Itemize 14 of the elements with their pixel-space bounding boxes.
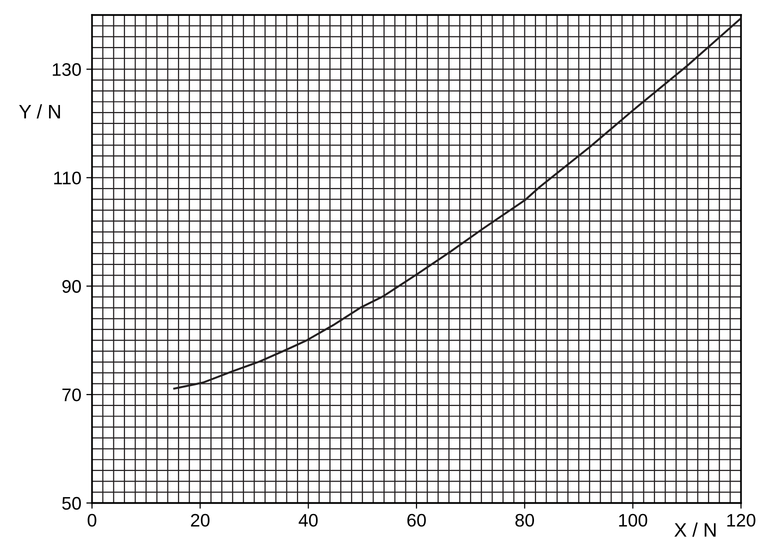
y-axis-title: Y / N [19, 104, 60, 119]
y-tick-label: 130 [52, 63, 81, 76]
x-tick-label: 60 [407, 514, 426, 527]
x-tick-label: 20 [191, 514, 210, 527]
y-tick-label: 110 [54, 172, 81, 184]
x-tick-label: 40 [298, 514, 318, 527]
x-tick-label: 80 [515, 514, 534, 527]
y-tick-label: 70 [62, 388, 81, 402]
x-tick-label: 100 [619, 514, 648, 527]
x-tick-label: 120 [727, 514, 756, 527]
y-tick-label: 50 [62, 496, 81, 510]
x-axis-title: X / N [674, 522, 716, 537]
x-tick-label: 0 [88, 514, 96, 527]
y-tick-label: 90 [62, 280, 81, 293]
